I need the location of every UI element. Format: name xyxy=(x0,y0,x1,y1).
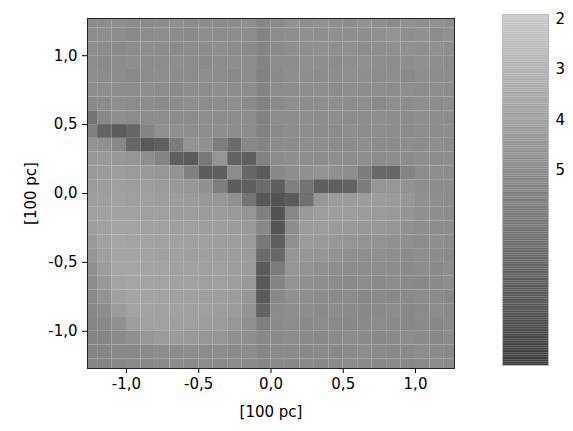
svg-text:0,0: 0,0 xyxy=(259,375,283,393)
svg-text:3: 3 xyxy=(556,60,566,78)
svg-text:-0,5: -0,5 xyxy=(48,253,77,271)
svg-text:[100 pc]: [100 pc] xyxy=(22,162,40,225)
svg-text:4: 4 xyxy=(556,111,566,129)
svg-text:0,5: 0,5 xyxy=(54,115,78,133)
svg-text:2: 2 xyxy=(556,10,566,28)
svg-text:1,0: 1,0 xyxy=(54,47,78,65)
svg-text:-0,5: -0,5 xyxy=(184,375,213,393)
svg-text:[100 pc]: [100 pc] xyxy=(240,403,303,421)
svg-text:-1,0: -1,0 xyxy=(48,322,77,340)
svg-text:5: 5 xyxy=(556,161,566,179)
svg-text:0,0: 0,0 xyxy=(54,184,78,202)
svg-text:0,5: 0,5 xyxy=(331,375,355,393)
svg-text:-1,0: -1,0 xyxy=(112,375,141,393)
svg-text:1,0: 1,0 xyxy=(404,375,428,393)
